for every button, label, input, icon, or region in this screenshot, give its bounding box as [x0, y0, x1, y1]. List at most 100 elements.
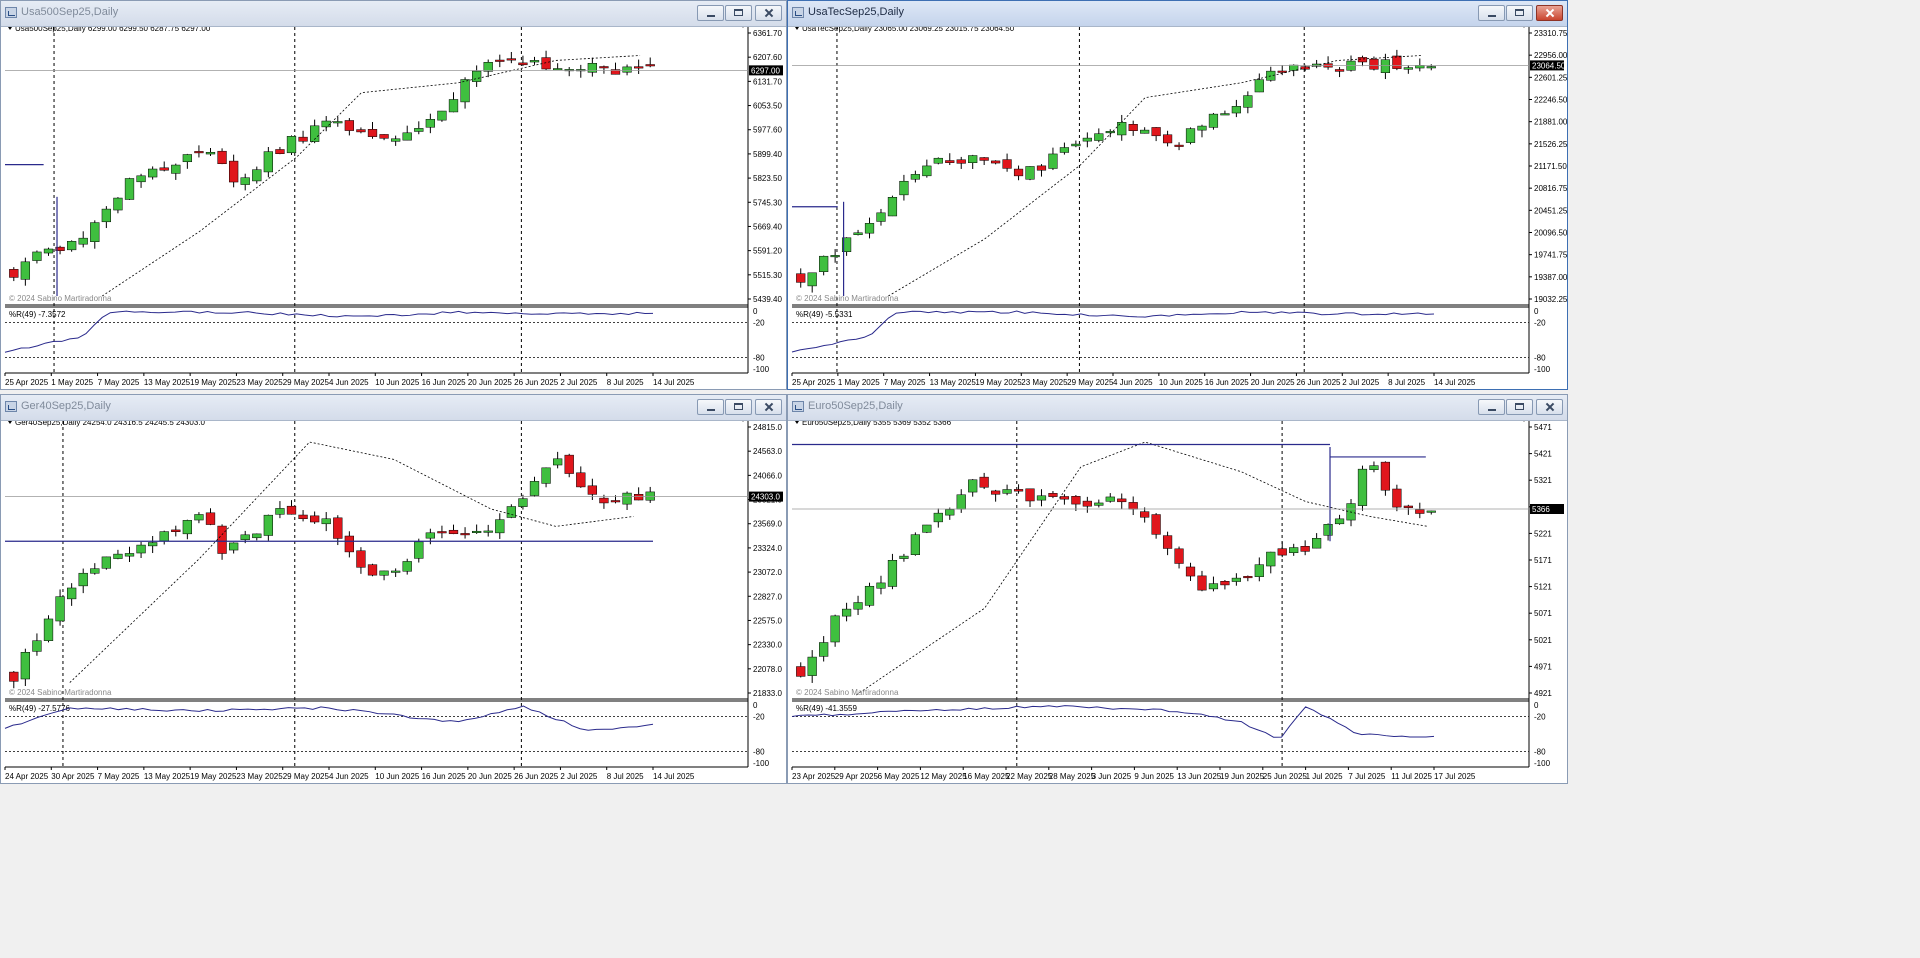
price-chart[interactable]: Euro50Sep25,Daily 5355 5369 5352 5366 547…	[788, 421, 1568, 784]
title-bar[interactable]: Usa500Sep25,Daily	[1, 1, 786, 27]
bull-candle	[1426, 66, 1436, 69]
chart-window-euro50[interactable]: Euro50Sep25,Daily Euro50Sep25,Daily 5355…	[787, 394, 1568, 784]
watermark-text: © 2024 Sabino Martiradonna	[796, 294, 899, 303]
bear-candle	[367, 129, 378, 137]
bear-candle	[1403, 505, 1413, 508]
bear-candle	[437, 531, 447, 534]
maximize-button[interactable]	[1506, 5, 1533, 21]
close-button[interactable]	[755, 399, 782, 415]
price-tick-label: 22956.00	[1534, 51, 1568, 60]
bull-candle	[321, 120, 331, 128]
maximize-button[interactable]	[1506, 399, 1533, 415]
price-tick-label: 5321	[1534, 476, 1552, 485]
date-tick-label: 4 Jun 2025	[329, 772, 369, 781]
chart-window-usatec[interactable]: UsaTecSep25,Daily UsaTecSep25,Daily 2306…	[787, 0, 1568, 390]
minimize-button[interactable]	[697, 399, 724, 415]
price-tag	[1530, 504, 1564, 514]
price-chart[interactable]: UsaTecSep25,Daily 23065.00 23069.25 2301…	[788, 27, 1568, 390]
chart-window-ger40[interactable]: Ger40Sep25,Daily Ger40Sep25,Daily 24254.…	[0, 394, 787, 784]
price-tick-label: 21526.25	[1534, 140, 1568, 149]
bull-candle	[495, 519, 505, 534]
date-tick-label: 19 May 2025	[190, 772, 237, 781]
bull-candle	[390, 138, 401, 142]
date-tick-label: 6 May 2025	[878, 772, 920, 781]
bull-candle	[78, 572, 88, 587]
bear-candle	[518, 62, 528, 66]
wpr-tick-label: -80	[1534, 353, 1546, 362]
bull-candle	[309, 125, 320, 142]
date-tick-label: 19 May 2025	[190, 378, 237, 387]
bull-candle	[1312, 538, 1322, 549]
date-tick-label: 2 Jul 2025	[560, 378, 597, 387]
bull-candle	[864, 585, 875, 606]
maximize-button[interactable]	[725, 399, 752, 415]
bull-candle	[159, 531, 169, 542]
bear-candle	[275, 149, 285, 154]
price-tick-label: 21833.0	[753, 689, 782, 698]
date-tick-label: 14 Jul 2025	[653, 772, 695, 781]
title-bar[interactable]: Ger40Sep25,Daily	[1, 395, 786, 421]
bull-candle	[1208, 583, 1219, 590]
close-button[interactable]	[1536, 5, 1563, 21]
title-bar[interactable]: UsaTecSep25,Daily	[788, 1, 1567, 27]
date-tick-label: 13 Jun 2025	[1177, 772, 1222, 781]
date-tick-label: 11 Jul 2025	[1391, 772, 1432, 781]
wpr-tick-label: -100	[753, 759, 770, 768]
wpr-indicator-label: %R(49) -7.3572	[9, 310, 66, 319]
bear-candle	[1162, 535, 1173, 549]
price-tick-label: 5421	[1534, 450, 1552, 459]
bear-candle	[1059, 496, 1070, 500]
current-price-label: 23064.50	[1532, 61, 1566, 70]
bear-candle	[610, 500, 621, 503]
date-tick-label: 23 May 2025	[236, 378, 283, 387]
date-tick-label: 29 May 2025	[283, 772, 330, 781]
bull-candle	[1357, 468, 1368, 506]
current-price-label: 24303.0	[751, 493, 780, 502]
price-tick-label: 22601.25	[1534, 73, 1568, 82]
bear-candle	[1025, 488, 1035, 502]
bull-candle	[1266, 70, 1276, 81]
bull-candle	[552, 458, 563, 466]
maximize-button[interactable]	[725, 5, 752, 21]
plot-area	[5, 421, 748, 767]
bear-candle	[1013, 489, 1024, 492]
bull-candle	[1231, 577, 1241, 582]
price-chart[interactable]: Ger40Sep25,Daily 24254.0 24316.5 24245.5…	[1, 421, 787, 784]
date-tick-label: 2 Jul 2025	[1342, 378, 1379, 387]
bear-candle	[1185, 566, 1196, 577]
current-price-label: 5366	[1532, 505, 1550, 514]
bull-candle	[1254, 79, 1264, 93]
bull-candle	[956, 494, 966, 510]
date-tick-label: 7 May 2025	[98, 772, 140, 781]
date-tick-label: 24 Apr 2025	[5, 772, 49, 781]
bear-candle	[460, 533, 470, 536]
bull-candle	[1071, 143, 1081, 147]
bear-candle	[945, 160, 955, 163]
bull-candle	[876, 212, 886, 222]
bull-candle	[379, 570, 389, 576]
minimize-button[interactable]	[1478, 399, 1505, 415]
bull-candle	[899, 180, 909, 196]
bull-candle	[518, 498, 528, 507]
bull-candle	[252, 169, 262, 182]
bull-candle	[841, 608, 852, 617]
minimize-button[interactable]	[697, 5, 724, 21]
close-button[interactable]	[755, 5, 782, 21]
bull-candle	[1369, 465, 1379, 470]
title-bar[interactable]: Euro50Sep25,Daily	[788, 395, 1567, 421]
price-tick-label: 5121	[1534, 583, 1552, 592]
close-button[interactable]	[1536, 399, 1563, 415]
price-tick-label: 6053.50	[753, 102, 782, 111]
bull-candle	[807, 272, 817, 287]
price-tick-label: 4971	[1534, 662, 1552, 671]
wpr-line	[791, 705, 1435, 738]
header-triangle-icon	[8, 27, 12, 30]
minimize-button[interactable]	[1478, 5, 1505, 21]
bull-candle	[124, 553, 135, 557]
bull-candle	[43, 248, 54, 254]
bear-candle	[1117, 498, 1127, 503]
chart-window-usa500[interactable]: Usa500Sep25,Daily Usa500Sep25,Daily 6299…	[0, 0, 787, 390]
price-chart[interactable]: Usa500Sep25,Daily 6299.00 6299.50 6287.7…	[1, 27, 787, 390]
price-tick-label: 6361.70	[753, 29, 782, 38]
bear-candle	[610, 69, 621, 75]
